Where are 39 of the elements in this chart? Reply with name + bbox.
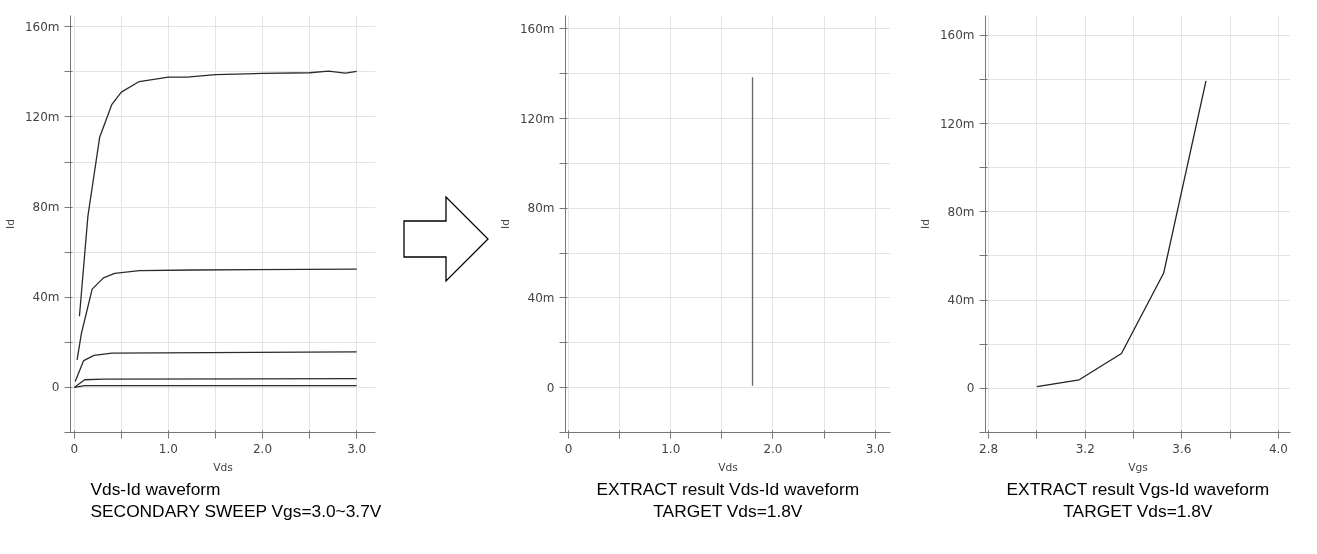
y-tick-label: 80m — [947, 204, 975, 219]
y-tick-label: 0 — [546, 380, 555, 395]
y-tick-label: 40m — [527, 290, 555, 305]
text: SECONDARY SWEEP Vgs=3.0~3.7V — [90, 500, 382, 521]
text: TARGET Vds=1.8V — [653, 500, 803, 521]
y-tick-label: 120m — [24, 109, 60, 124]
text: EXTRACT result Vgs-Id waveform — [1006, 478, 1270, 499]
y-tick-label: 40m — [947, 293, 975, 308]
y-tick-label: 160m — [24, 19, 60, 34]
y-axis-title: Id — [498, 219, 512, 229]
x-tick-label: 2.0 — [253, 441, 273, 456]
y-axis-title: Id — [918, 219, 932, 229]
text: Vds-Id waveform — [90, 478, 221, 499]
y-tick-label: 80m — [32, 200, 60, 215]
x-axis-title: Vgs — [1128, 460, 1149, 474]
x-tick-label: 1.0 — [158, 441, 178, 456]
x-tick-label: 1.0 — [661, 441, 681, 456]
text: EXTRACT result Vds-Id waveform — [596, 478, 860, 499]
y-tick-label: 0 — [51, 380, 60, 395]
y-tick-label: 120m — [939, 116, 975, 131]
text: TARGET Vds=1.8V — [1063, 500, 1213, 521]
y-tick-label: 80m — [527, 201, 555, 216]
x-tick-label: 0 — [70, 441, 79, 456]
x-tick-label: 4.0 — [1268, 441, 1288, 456]
y-tick-label: 40m — [32, 290, 60, 305]
x-tick-label: 3.6 — [1172, 441, 1192, 456]
x-tick-label: 3.0 — [347, 441, 367, 456]
y-tick-label: 160m — [519, 21, 555, 36]
x-axis-title: Vds — [213, 460, 234, 474]
x-tick-label: 2.0 — [763, 441, 783, 456]
y-axis-title: Id — [3, 219, 17, 229]
y-tick-label: 160m — [939, 28, 975, 43]
x-tick-label: 3.2 — [1075, 441, 1095, 456]
x-tick-label: 2.8 — [979, 441, 999, 456]
x-axis-title: Vds — [718, 460, 739, 474]
x-tick-label: 3.0 — [865, 441, 885, 456]
y-tick-label: 0 — [966, 381, 975, 396]
y-tick-label: 120m — [519, 111, 555, 126]
x-tick-label: 0 — [564, 441, 573, 456]
